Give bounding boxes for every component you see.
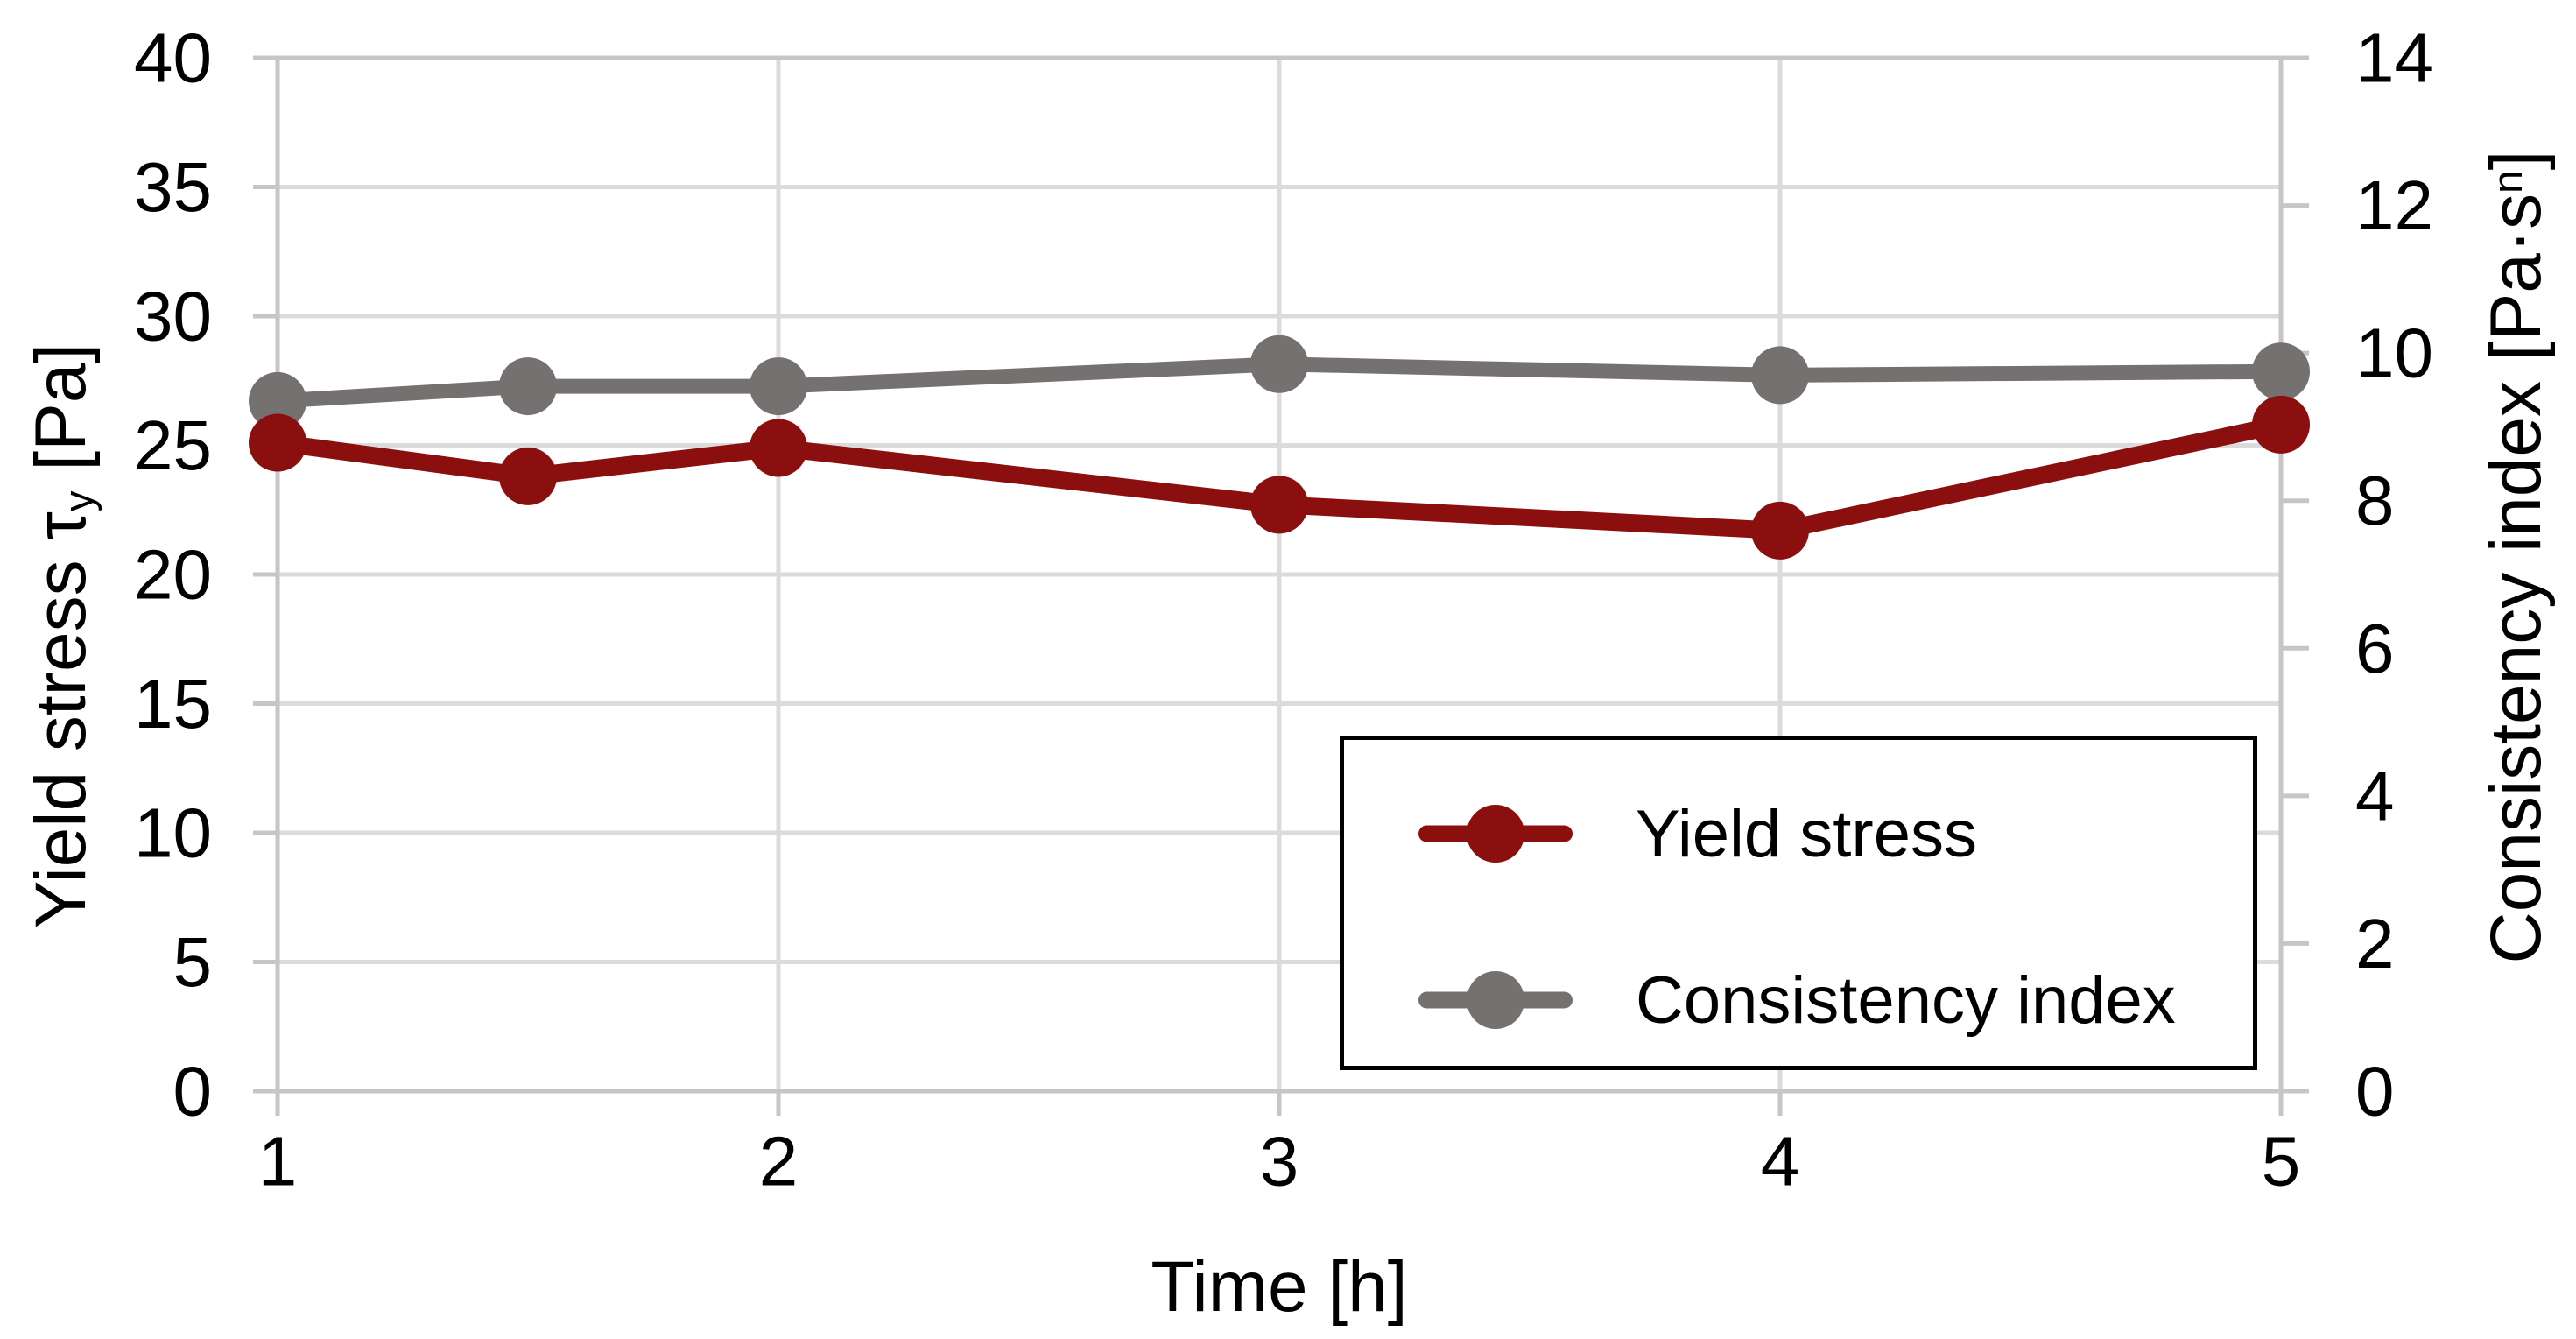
right-axis-tick-label: 4 (2355, 757, 2395, 835)
left-axis-tick-label: 20 (134, 536, 212, 614)
left-axis-tick-label: 40 (134, 19, 212, 97)
x-axis-tick-label: 4 (1761, 1123, 1800, 1201)
legend: Yield stress Consistency index (1340, 736, 2257, 1070)
left-axis-title-main: Yield stress τ (21, 511, 101, 929)
legend-label-consistency-index: Consistency index (1636, 962, 2176, 1038)
series-consistency-index-marker (249, 371, 306, 430)
left-axis-tick-label: 30 (134, 278, 212, 356)
left-axis-title-sub: y (55, 490, 102, 512)
right-axis-tick-label: 8 (2355, 462, 2395, 539)
series-consistency-index-marker (1250, 335, 1308, 393)
right-axis-tick-label: 0 (2355, 1053, 2395, 1131)
series-yield-stress-marker (750, 419, 807, 477)
left-axis-tick-label: 5 (173, 923, 213, 1001)
right-axis-tick-label: 2 (2355, 905, 2395, 983)
series-yield-stress-marker (1751, 501, 1809, 560)
series-consistency-index-marker (750, 357, 807, 416)
right-axis-tick-label: 14 (2355, 19, 2433, 97)
right-axis-tick-label: 12 (2355, 166, 2433, 244)
left-axis-title-rest: [Pa] (21, 342, 101, 491)
series-yield-stress-marker (2252, 395, 2310, 454)
legend-label-yield-stress: Yield stress (1636, 796, 1977, 871)
left-axis-tick-label: 10 (134, 794, 212, 872)
yield-stress-swatch (1418, 803, 1573, 864)
series-yield-stress-marker (1250, 476, 1308, 534)
left-axis-title: Yield stress τy [Pa] (20, 343, 102, 928)
right-axis-tick-label: 6 (2355, 610, 2395, 687)
x-axis-title: Time [h] (1151, 1247, 1408, 1327)
left-axis-tick-label: 25 (134, 406, 212, 484)
x-axis-tick-label: 2 (759, 1123, 799, 1201)
yield-stress-marker-icon (1467, 805, 1524, 863)
series-yield-stress-marker (249, 413, 306, 472)
series-yield-stress-line (269, 415, 2290, 539)
right-axis-title-rest: ] (2476, 150, 2556, 171)
x-axis-tick-label: 5 (2262, 1123, 2301, 1201)
legend-item-yield-stress: Yield stress (1344, 796, 2253, 871)
x-axis-tick-label: 3 (1260, 1123, 1299, 1201)
series-consistency-index-marker (499, 357, 557, 416)
right-axis-title-sup: n (2484, 170, 2531, 194)
series-consistency-index-marker (2252, 342, 2310, 401)
consistency-index-swatch (1418, 969, 1573, 1031)
series-consistency-index-marker (1751, 346, 1809, 405)
legend-item-consistency-index: Consistency index (1344, 963, 2253, 1038)
right-axis-tick-label: 10 (2355, 314, 2433, 392)
left-axis-tick-label: 35 (134, 148, 212, 226)
left-axis-tick-label: 15 (134, 665, 212, 743)
consistency-index-marker-icon (1467, 971, 1524, 1029)
right-axis-title-main: Consistency index [Pa·s (2476, 193, 2556, 964)
x-axis-tick-label: 1 (258, 1123, 298, 1201)
series-yield-stress-marker (499, 447, 557, 505)
right-axis-title: Consistency index [Pa·sn] (2475, 151, 2558, 964)
series-consistency-index-line (270, 356, 2289, 409)
left-axis-tick-label: 0 (173, 1053, 213, 1131)
